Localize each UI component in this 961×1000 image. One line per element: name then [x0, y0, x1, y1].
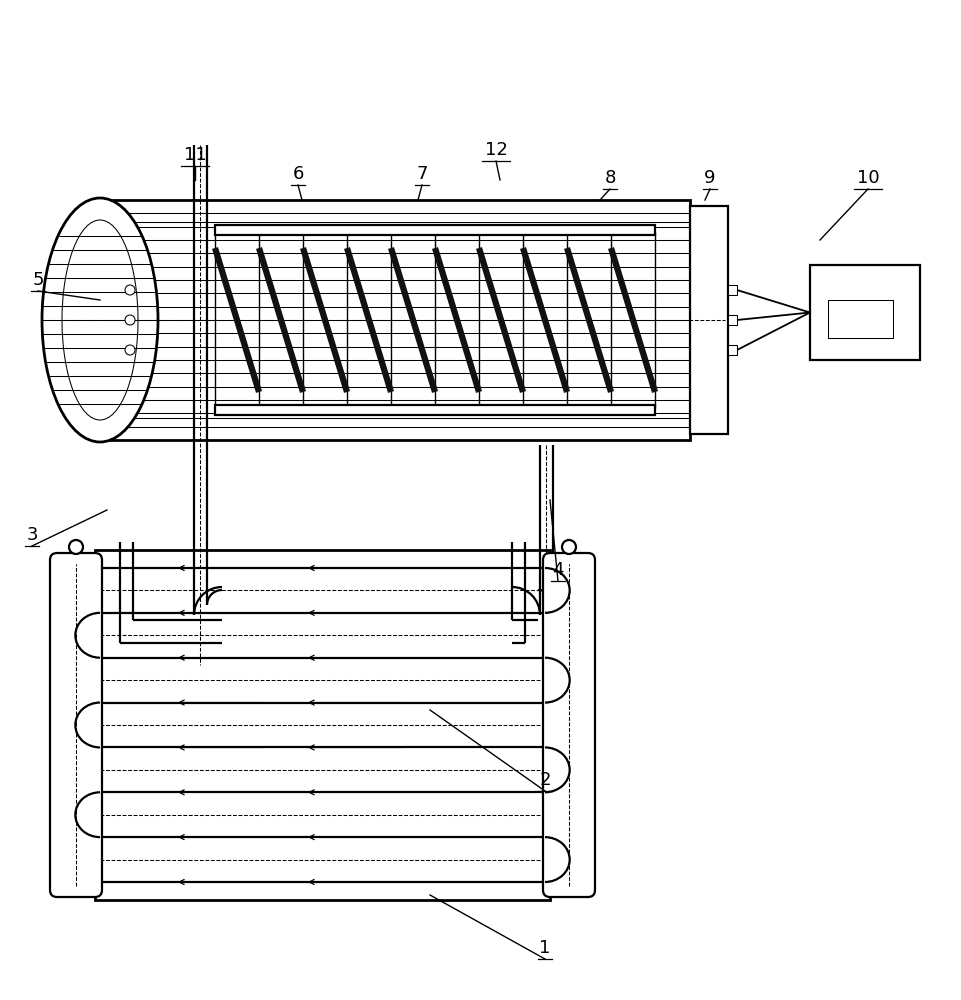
FancyBboxPatch shape	[50, 553, 102, 897]
Bar	[689, 206, 727, 434]
Bar	[809, 265, 919, 360]
Text: 5: 5	[33, 271, 43, 289]
Bar	[727, 315, 736, 325]
Text: 1: 1	[539, 939, 550, 957]
Bar	[727, 345, 736, 355]
Bar	[95, 550, 550, 900]
Text: 6: 6	[292, 165, 304, 183]
Text: 7: 7	[416, 165, 428, 183]
Text: 4: 4	[552, 561, 563, 579]
Text: 8: 8	[604, 169, 615, 187]
Bar	[122, 222, 689, 418]
Text: 11: 11	[184, 146, 207, 164]
Bar	[214, 225, 654, 235]
Bar	[100, 200, 689, 440]
Bar	[727, 285, 736, 295]
Circle shape	[125, 315, 135, 325]
Circle shape	[125, 345, 135, 355]
Circle shape	[125, 285, 135, 295]
Text: 12: 12	[484, 141, 506, 159]
Circle shape	[69, 540, 83, 554]
Ellipse shape	[42, 198, 158, 442]
Text: 3: 3	[26, 526, 37, 544]
Text: 2: 2	[539, 771, 551, 789]
Bar	[214, 405, 654, 415]
FancyBboxPatch shape	[542, 553, 595, 897]
Text: 10: 10	[856, 169, 878, 187]
Circle shape	[561, 540, 576, 554]
Text: 9: 9	[703, 169, 715, 187]
Bar	[827, 300, 892, 338]
